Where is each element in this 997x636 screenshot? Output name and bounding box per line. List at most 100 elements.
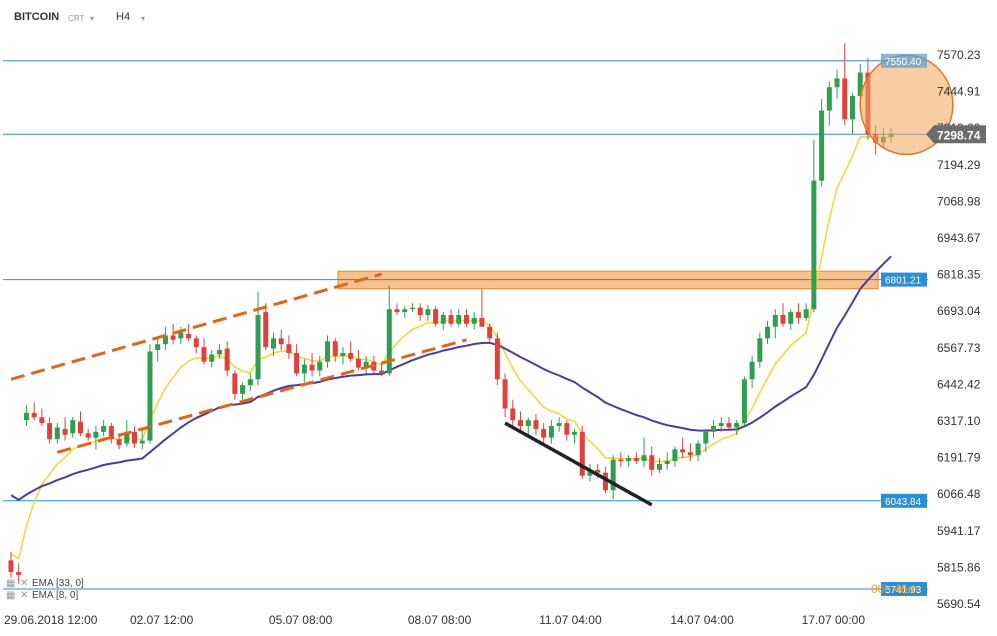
candle-body bbox=[332, 341, 338, 356]
y-tick-label: 7068.98 bbox=[937, 194, 981, 208]
candle-body bbox=[116, 439, 122, 445]
level-label-box bbox=[881, 272, 927, 287]
timeframe-chevron-down-icon[interactable]: ▾ bbox=[141, 14, 146, 23]
x-axis: 29.06.2018 12:00 02.07 12:00 05.07 08:00 08… bbox=[4, 613, 865, 627]
candle-countdown: 00h 46m bbox=[871, 582, 918, 596]
candle-body bbox=[463, 315, 469, 324]
legend-label: EMA bbox=[32, 578, 54, 589]
y-tick-label: 5941.17 bbox=[937, 524, 981, 538]
candle-body bbox=[780, 315, 786, 324]
candle-body bbox=[819, 110, 825, 181]
candle-body bbox=[425, 309, 431, 316]
level-label: 6043.84 bbox=[885, 497, 922, 508]
candle-body bbox=[649, 455, 655, 470]
candle-body bbox=[680, 449, 686, 453]
candle-body bbox=[240, 385, 246, 394]
symbol-label[interactable]: BITCOIN bbox=[14, 11, 60, 23]
y-tick-label: 6818.35 bbox=[937, 268, 981, 282]
candle-body bbox=[417, 307, 423, 316]
x-tick-label: 02.07 12:00 bbox=[130, 613, 194, 627]
candles-layer bbox=[8, 43, 894, 584]
candle-body bbox=[47, 423, 53, 440]
candle-body bbox=[656, 463, 662, 470]
legend-grid-icon: ▦ bbox=[6, 578, 15, 589]
y-tick-label: 6191.79 bbox=[937, 451, 981, 465]
timeframe-selector[interactable]: H4 bbox=[116, 11, 131, 23]
candle-body bbox=[355, 358, 361, 368]
candle-body bbox=[77, 421, 83, 434]
candle-body bbox=[270, 338, 276, 349]
candle-body bbox=[510, 408, 516, 421]
candle-body bbox=[487, 326, 493, 339]
candle-body bbox=[39, 417, 45, 424]
crt-selector[interactable]: CRT bbox=[68, 14, 85, 23]
x-tick-label: 14.07 04:00 bbox=[670, 613, 734, 627]
y-tick-label: 7194.29 bbox=[937, 158, 981, 172]
candle-body bbox=[170, 335, 176, 340]
candle-body bbox=[178, 332, 184, 339]
candle-body bbox=[718, 423, 724, 426]
level-label: 6801.21 bbox=[885, 276, 922, 287]
candle-body bbox=[16, 572, 22, 575]
candle-body bbox=[8, 560, 14, 573]
candle-body bbox=[595, 469, 601, 473]
dashed-trendline bbox=[10, 272, 382, 381]
candle-body bbox=[139, 440, 145, 444]
candle-body bbox=[811, 180, 817, 310]
candle-body bbox=[610, 459, 616, 491]
candle-body bbox=[379, 370, 385, 374]
candle-body bbox=[317, 361, 323, 371]
candle-body bbox=[101, 425, 107, 432]
candle-body bbox=[124, 431, 130, 444]
candle-body bbox=[857, 72, 863, 96]
candle-body bbox=[363, 361, 369, 368]
candle-body bbox=[587, 469, 593, 476]
candle-body bbox=[749, 361, 755, 380]
candle-body bbox=[703, 431, 709, 444]
y-tick-label: 6066.48 bbox=[937, 487, 981, 501]
candle-body bbox=[842, 78, 848, 120]
candle-body bbox=[23, 412, 29, 421]
candle-body bbox=[849, 95, 855, 120]
candle-body bbox=[201, 347, 207, 362]
candle-body bbox=[788, 312, 794, 324]
candle-body bbox=[440, 315, 446, 324]
x-tick-label: 05.07 08:00 bbox=[269, 613, 333, 627]
candle-body bbox=[448, 315, 454, 324]
candle-body bbox=[155, 344, 161, 351]
candle-body bbox=[695, 443, 701, 456]
current-price-label: 7298.74 bbox=[937, 128, 981, 142]
candle-body bbox=[286, 344, 292, 353]
level-label-box bbox=[881, 53, 927, 68]
current-price-box bbox=[926, 125, 986, 144]
horizontal-levels-layer bbox=[3, 60, 928, 590]
level-label-box bbox=[881, 581, 927, 596]
candle-body bbox=[294, 352, 300, 374]
candle-body bbox=[741, 379, 747, 424]
candle-body bbox=[687, 452, 693, 456]
candle-body bbox=[502, 379, 508, 409]
candle-body bbox=[386, 309, 392, 374]
candle-body bbox=[572, 431, 578, 435]
candle-body bbox=[618, 459, 624, 462]
candle-body bbox=[795, 312, 801, 318]
candle-body bbox=[826, 87, 832, 111]
crt-chevron-down-icon[interactable]: ▾ bbox=[90, 14, 95, 23]
x-tick-label: 08.07 08:00 bbox=[408, 613, 472, 627]
candle-body bbox=[633, 458, 639, 462]
legend-grid-icon: ▦ bbox=[6, 590, 15, 601]
legend-close-icon: ✕ bbox=[20, 578, 28, 589]
candle-body bbox=[556, 423, 562, 426]
candle-body bbox=[301, 364, 307, 374]
candle-body bbox=[518, 420, 524, 426]
candle-body bbox=[325, 341, 331, 362]
candle-body bbox=[564, 423, 570, 435]
legend-label: EMA bbox=[32, 590, 54, 601]
candle-body bbox=[232, 373, 238, 394]
candle-body bbox=[132, 431, 138, 444]
y-tick-label: 6567.73 bbox=[937, 341, 981, 355]
x-tick-label: 29.06.2018 12:00 bbox=[4, 613, 98, 627]
candle-body bbox=[834, 78, 840, 88]
candle-body bbox=[31, 412, 37, 418]
